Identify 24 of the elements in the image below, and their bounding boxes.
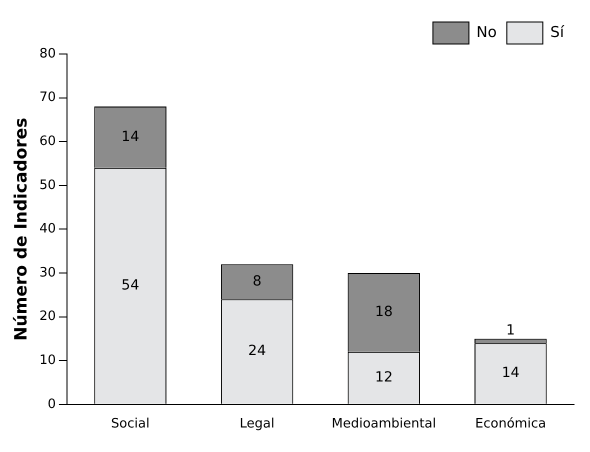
- x-tick-label: Legal: [240, 416, 275, 432]
- x-tick-label: Social: [111, 416, 150, 432]
- x-tick-label: Económica: [475, 416, 546, 432]
- data-label: 24: [248, 343, 266, 360]
- y-tick-label: 50: [39, 178, 56, 193]
- data-label: 14: [502, 365, 520, 382]
- data-label: 12: [374, 370, 393, 386]
- y-axis-title: Número de Indicadores: [12, 118, 32, 341]
- y-tick-label: 40: [39, 222, 56, 237]
- data-label: 1: [506, 322, 516, 338]
- y-tick-label: 20: [39, 309, 56, 324]
- y-tick-label: 60: [39, 134, 56, 149]
- y-tick-label: 0: [48, 396, 56, 412]
- y-tick-label: 30: [39, 265, 56, 280]
- x-tick-label: Medioambiental: [332, 416, 436, 432]
- legend-label: No: [476, 22, 497, 41]
- legend-label: Sí: [550, 22, 565, 41]
- data-label: 18: [374, 304, 393, 320]
- y-tick-label: 70: [39, 90, 56, 106]
- data-label: 8: [252, 273, 262, 290]
- data-label: 54: [121, 278, 140, 294]
- y-tick-label: 10: [39, 352, 56, 368]
- data-label: 14: [121, 128, 140, 145]
- y-tick-label: 80: [39, 46, 56, 62]
